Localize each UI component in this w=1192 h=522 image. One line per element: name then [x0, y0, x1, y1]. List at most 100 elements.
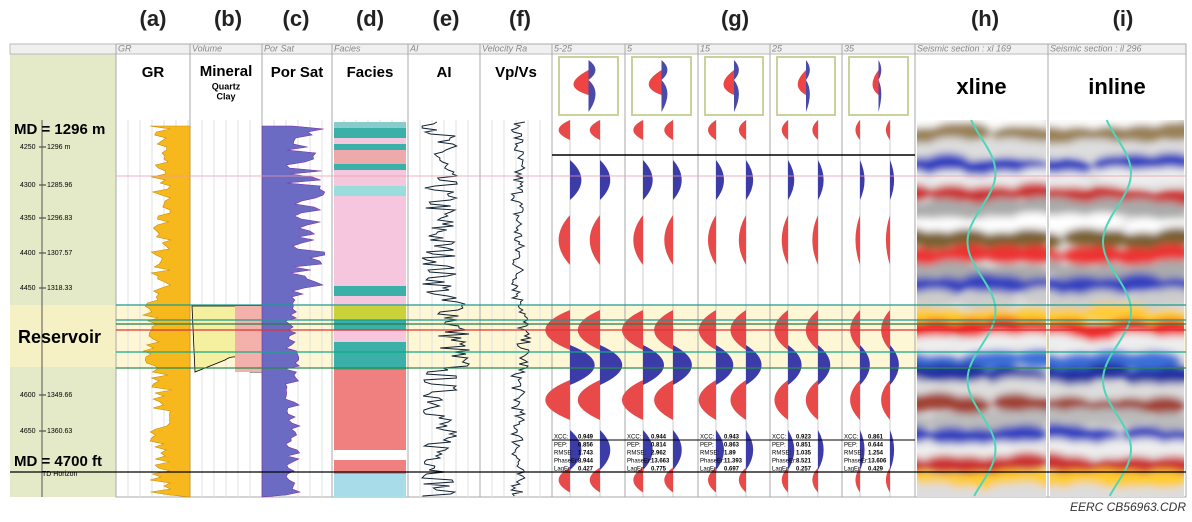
trace-lobe [855, 120, 860, 140]
seismic-blob [1111, 332, 1155, 350]
trace-lobe [699, 380, 716, 420]
trace-lobe [890, 430, 894, 470]
seismic-blob [976, 350, 1020, 368]
facies-band [334, 196, 406, 286]
trace-lobe [600, 160, 610, 200]
facies-band [334, 164, 406, 170]
clay-fill [235, 306, 262, 372]
stat-label: RMSE: [772, 451, 791, 457]
seismic-blob [1107, 408, 1151, 426]
trace-lobe [746, 160, 753, 200]
depth-m: 1296.83 [47, 215, 72, 222]
trace-lobe [860, 160, 865, 200]
trace-lobe [633, 120, 643, 140]
facies-band [334, 186, 406, 196]
panel-letter: (e) [433, 6, 460, 31]
stat-label: RMSE: [700, 451, 719, 457]
stat-value: 0.863 [724, 443, 740, 449]
trace-lobe [570, 160, 581, 200]
trace-lobe [806, 380, 818, 420]
seismic-blob [946, 396, 990, 414]
stat-value: 1.254 [868, 451, 884, 457]
trace-lobe [818, 160, 824, 200]
seismic-blob [982, 198, 1026, 216]
panel-letter: (f) [509, 6, 531, 31]
stat-label: PhaseEr: [844, 459, 869, 465]
reservoir-label: Reservoir [18, 327, 101, 347]
track-title: Facies [347, 64, 394, 81]
trace-lobe [559, 120, 570, 140]
track-header: Por Sat [264, 43, 295, 53]
trace-lobe [739, 215, 746, 265]
stat-label: RMSE: [554, 451, 573, 457]
facies-band [334, 320, 406, 330]
trace-lobe [788, 160, 794, 200]
stat-value: 0.851 [796, 443, 812, 449]
wavelet-header: 25 [771, 43, 783, 53]
stat-label: PEP: [627, 443, 641, 449]
trace-lobe [782, 215, 788, 265]
trace-lobe [886, 468, 890, 493]
facies-band [334, 138, 406, 144]
facies-band [334, 122, 406, 128]
trace-lobe [812, 120, 818, 140]
trace-lobe [600, 430, 610, 470]
stat-value: 0.856 [578, 443, 594, 449]
seismic-blob [1005, 452, 1049, 470]
stat-label: PhaseEr: [627, 459, 652, 465]
track-header: Velocity Ra [482, 43, 527, 53]
facies-band [334, 128, 406, 138]
wavelet-header: 15 [700, 43, 711, 53]
trace-lobe [855, 215, 860, 265]
trace-lobe [886, 215, 890, 265]
seismic-title: inline [1088, 74, 1145, 99]
trace-lobe [890, 160, 894, 200]
trace-lobe [812, 468, 818, 493]
seismic-blob [1009, 140, 1053, 158]
seismic-blob [944, 202, 988, 220]
panel-letter: (h) [971, 6, 999, 31]
track-sub: Quartz [212, 81, 241, 91]
facies-band [334, 150, 406, 164]
trace-lobe [578, 380, 600, 420]
depth-m: 1349.66 [47, 392, 72, 399]
stat-value: 1.035 [796, 451, 812, 457]
wavelet-header: 35 [844, 43, 855, 53]
footer: EERC CB56963.CDR [1070, 500, 1186, 514]
track-header: GR [118, 43, 132, 53]
trace-lobe [559, 215, 570, 265]
trace-lobe [774, 380, 788, 420]
trace-lobe [739, 468, 746, 493]
stat-value: 11.393 [724, 459, 743, 465]
trace-lobe [664, 215, 673, 265]
stat-value: 13.606 [868, 459, 887, 465]
trace-lobe [782, 120, 788, 140]
panel-letter: (i) [1113, 6, 1134, 31]
seismic-blob [1142, 396, 1186, 414]
stat-label: PEP: [772, 443, 786, 449]
trace-lobe [850, 380, 860, 420]
depth-ft: 4400 [20, 250, 36, 257]
stat-label: PEP: [844, 443, 858, 449]
trace-lobe [818, 430, 824, 470]
seismic-blob [944, 487, 988, 505]
depth-ft: 4650 [20, 428, 36, 435]
facies-band [334, 144, 406, 150]
depth-ft: 4600 [20, 392, 36, 399]
seismic-blob [1008, 229, 1052, 247]
trace-lobe [590, 120, 600, 140]
trace-lobe [812, 215, 818, 265]
md-top: MD = 1296 m [14, 121, 105, 138]
stat-value: 8.521 [796, 459, 812, 465]
stat-value: 0.814 [651, 443, 667, 449]
trace-lobe [716, 160, 724, 200]
stat-label: PhaseEr: [700, 459, 725, 465]
stat-value: 13.663 [651, 459, 670, 465]
depth-m: 1318.33 [47, 285, 72, 292]
seismic-blob [1003, 482, 1047, 500]
track-title: Por Sat [271, 64, 324, 81]
track-sub: Clay [216, 91, 235, 101]
stat-value: 0.644 [868, 443, 884, 449]
trace-lobe [746, 430, 753, 470]
trace-lobe [730, 380, 746, 420]
